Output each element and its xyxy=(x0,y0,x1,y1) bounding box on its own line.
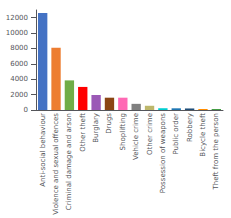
svg-text:Drugs: Drugs xyxy=(105,113,113,134)
svg-text:2000: 2000 xyxy=(10,91,28,99)
svg-text:4000: 4000 xyxy=(10,75,28,83)
svg-text:Other crime: Other crime xyxy=(146,113,154,155)
svg-text:12000: 12000 xyxy=(6,14,28,22)
svg-text:0: 0 xyxy=(24,106,28,114)
svg-text:8000: 8000 xyxy=(10,44,28,52)
svg-text:Theft from the person: Theft from the person xyxy=(212,113,220,191)
svg-text:Burglary: Burglary xyxy=(92,113,100,143)
svg-text:Other theft: Other theft xyxy=(79,113,87,152)
svg-text:Anti-social behaviour: Anti-social behaviour xyxy=(39,113,47,187)
svg-text:Public order: Public order xyxy=(172,113,180,155)
svg-text:Bicycle theft: Bicycle theft xyxy=(199,113,207,157)
svg-text:Violence and sexual offences: Violence and sexual offences xyxy=(52,113,60,215)
svg-text:Shoplifting: Shoplifting xyxy=(119,113,127,150)
svg-text:6000: 6000 xyxy=(10,60,28,68)
svg-text:Criminal damage and arson: Criminal damage and arson xyxy=(65,113,73,210)
svg-text:Vehicle crime: Vehicle crime xyxy=(132,113,140,160)
svg-text:Possession of weapons: Possession of weapons xyxy=(159,113,167,193)
svg-text:Robbery: Robbery xyxy=(186,113,194,142)
svg-text:10000: 10000 xyxy=(6,29,28,37)
